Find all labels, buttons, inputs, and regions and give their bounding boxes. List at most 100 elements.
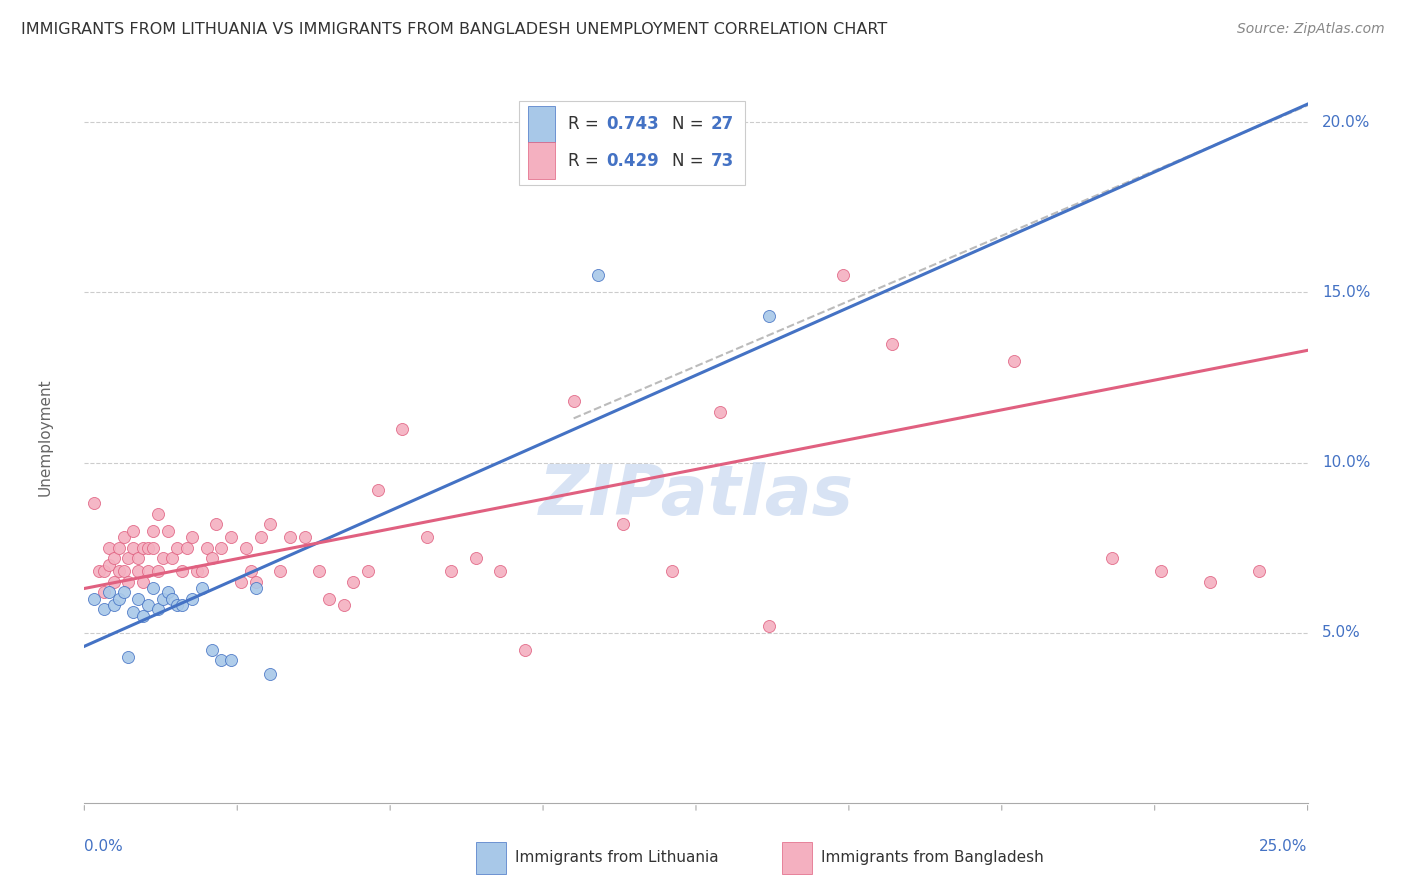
- Point: [318, 591, 340, 606]
- Point: [219, 653, 242, 667]
- Point: [612, 516, 634, 531]
- Text: Immigrants from Lithuania: Immigrants from Lithuania: [515, 850, 718, 865]
- Point: [132, 574, 155, 589]
- Point: [209, 541, 232, 555]
- Point: [112, 565, 135, 579]
- Point: [209, 653, 232, 667]
- Point: [156, 585, 179, 599]
- Text: R =: R =: [568, 115, 603, 133]
- Point: [1247, 565, 1270, 579]
- Point: [107, 541, 129, 555]
- Point: [195, 541, 218, 555]
- Text: 0.0%: 0.0%: [84, 839, 124, 855]
- Point: [440, 565, 463, 579]
- Text: 20.0%: 20.0%: [1322, 115, 1371, 130]
- Point: [235, 541, 257, 555]
- Point: [294, 531, 316, 545]
- Point: [357, 565, 380, 579]
- Point: [166, 599, 188, 613]
- Point: [156, 524, 179, 538]
- Point: [132, 608, 155, 623]
- Point: [127, 591, 149, 606]
- Point: [1002, 353, 1025, 368]
- Point: [142, 541, 165, 555]
- Point: [464, 550, 486, 565]
- Point: [1150, 565, 1173, 579]
- Point: [142, 524, 165, 538]
- Point: [122, 541, 145, 555]
- Point: [172, 599, 194, 613]
- Point: [200, 550, 222, 565]
- Point: [103, 550, 125, 565]
- Point: [136, 599, 159, 613]
- Point: [249, 531, 271, 545]
- Text: 15.0%: 15.0%: [1322, 285, 1371, 300]
- Point: [191, 582, 214, 596]
- FancyBboxPatch shape: [529, 106, 555, 143]
- Point: [152, 550, 174, 565]
- Text: 27: 27: [710, 115, 734, 133]
- Point: [122, 605, 145, 619]
- Point: [127, 565, 149, 579]
- Point: [191, 565, 214, 579]
- Point: [146, 602, 169, 616]
- Text: N =: N =: [672, 152, 709, 169]
- Point: [122, 524, 145, 538]
- Point: [259, 516, 281, 531]
- Point: [332, 599, 354, 613]
- Text: N =: N =: [672, 115, 709, 133]
- Point: [112, 585, 135, 599]
- Point: [186, 565, 208, 579]
- Point: [103, 599, 125, 613]
- Point: [93, 602, 115, 616]
- Text: 10.0%: 10.0%: [1322, 455, 1371, 470]
- Text: 0.429: 0.429: [606, 152, 659, 169]
- FancyBboxPatch shape: [529, 143, 555, 179]
- Text: Unemployment: Unemployment: [38, 378, 52, 496]
- Point: [142, 582, 165, 596]
- Point: [97, 541, 120, 555]
- Text: 25.0%: 25.0%: [1260, 839, 1308, 855]
- Point: [513, 642, 536, 657]
- Point: [245, 582, 267, 596]
- Point: [132, 541, 155, 555]
- Point: [342, 574, 364, 589]
- Point: [1101, 550, 1123, 565]
- Point: [107, 591, 129, 606]
- Point: [562, 394, 585, 409]
- Point: [758, 619, 780, 633]
- Point: [709, 404, 731, 418]
- Text: 73: 73: [710, 152, 734, 169]
- Point: [136, 565, 159, 579]
- Point: [181, 591, 204, 606]
- FancyBboxPatch shape: [782, 841, 813, 874]
- Point: [269, 565, 291, 579]
- Point: [87, 565, 110, 579]
- Text: Source: ZipAtlas.com: Source: ZipAtlas.com: [1237, 22, 1385, 37]
- Point: [758, 310, 780, 324]
- Point: [117, 649, 139, 664]
- Point: [172, 565, 194, 579]
- Point: [107, 565, 129, 579]
- Point: [103, 574, 125, 589]
- Point: [162, 591, 184, 606]
- Point: [205, 516, 228, 531]
- Point: [152, 591, 174, 606]
- Point: [200, 642, 222, 657]
- Point: [416, 531, 439, 545]
- Point: [259, 666, 281, 681]
- Text: ZIPatlas: ZIPatlas: [538, 462, 853, 529]
- Point: [245, 574, 267, 589]
- Point: [83, 591, 105, 606]
- Point: [97, 585, 120, 599]
- FancyBboxPatch shape: [475, 841, 506, 874]
- Point: [1198, 574, 1220, 589]
- Point: [97, 558, 120, 572]
- Point: [83, 496, 105, 510]
- Point: [127, 550, 149, 565]
- Text: Immigrants from Bangladesh: Immigrants from Bangladesh: [821, 850, 1043, 865]
- FancyBboxPatch shape: [519, 101, 745, 185]
- Point: [181, 531, 204, 545]
- Text: 5.0%: 5.0%: [1322, 625, 1361, 640]
- Point: [308, 565, 330, 579]
